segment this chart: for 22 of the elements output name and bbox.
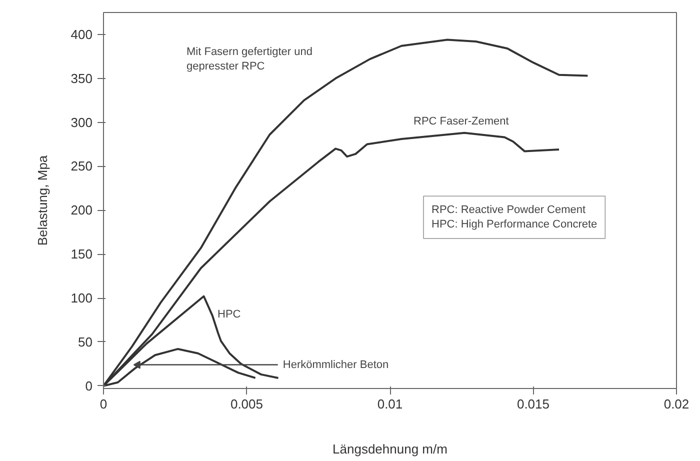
y-tick-label: 400 [70,26,93,42]
annotation: RPC Faser-Zement [414,116,509,128]
y-tick-label: 0 [85,378,93,394]
annotation: HPC [218,308,241,320]
annotation: Mit Fasern gefertigter und gepresster RPC [186,46,312,72]
y-tick-label: 150 [70,246,93,262]
y-tick-label: 100 [70,290,93,306]
y-tick-label: 200 [70,202,93,218]
x-tick-label: 0 [100,396,108,412]
y-tick-label: 50 [78,334,93,350]
annotation: RPC: Reactive Powder Cement [432,204,586,216]
y-tick-label: 300 [70,114,93,130]
y-tick-label: 350 [70,70,93,86]
y-axis-title: Belastung, Mpa [34,154,50,246]
x-axis-title: Längsdehnung m/m [332,442,448,456]
y-tick-label: 250 [70,158,93,174]
x-tick-label: 0.02 [664,396,690,412]
x-tick-label: 0.005 [230,396,264,412]
annotation: HPC: High Performance Concrete [432,218,598,230]
annotation: Herkömmlicher Beton [282,358,389,371]
x-tick-label: 0.01 [377,396,403,412]
x-tick-label: 0.015 [516,396,550,412]
